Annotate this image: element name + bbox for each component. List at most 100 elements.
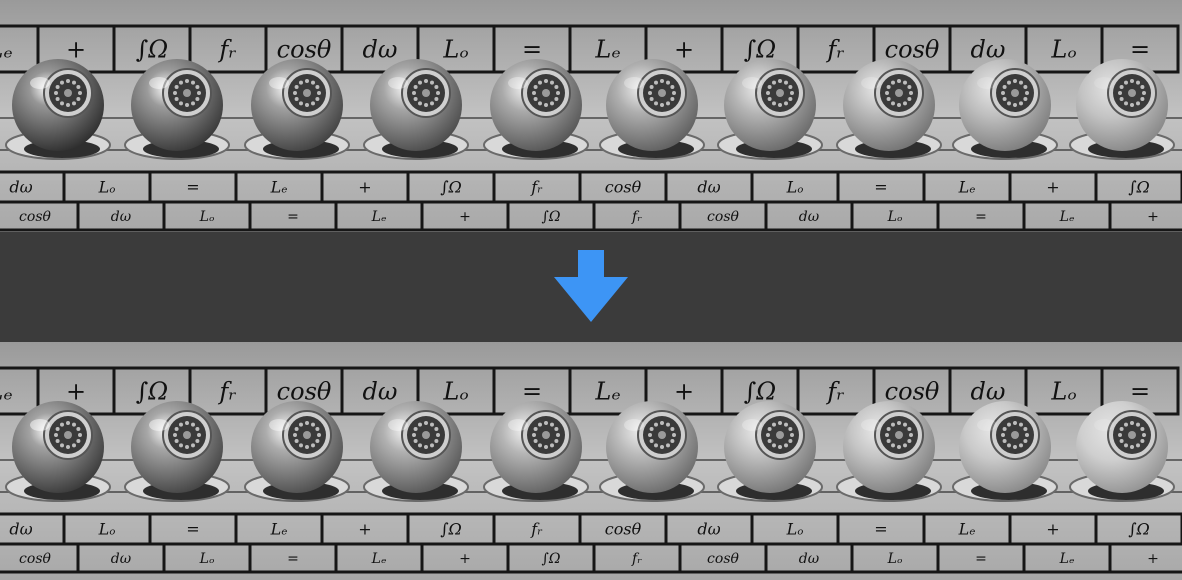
tile-symbol: fᵣ	[530, 520, 543, 539]
tile-symbol: dω	[971, 377, 1006, 405]
tile-symbol: =	[186, 178, 199, 197]
tile-symbol: Lₑ	[1059, 209, 1075, 225]
tile-symbol: Lₑ	[270, 520, 288, 539]
tile-symbol: cosθ	[707, 551, 739, 567]
tile-symbol: +	[1046, 178, 1059, 197]
tile-symbol: dω	[363, 35, 398, 63]
tile-symbol: Lₑ	[371, 551, 387, 567]
tile-symbol: +	[459, 551, 471, 567]
tile-symbol: Lₑ	[270, 178, 288, 197]
tile-symbol: ∫Ω	[744, 377, 776, 405]
tile-symbol: =	[522, 35, 542, 63]
tile-symbol: Lₒ	[442, 35, 468, 63]
tile-symbol: Lₒ	[442, 377, 468, 405]
tile-symbol: cosθ	[605, 520, 642, 539]
tile-symbol: =	[287, 209, 299, 225]
tile-symbol: dω	[799, 551, 820, 567]
tile-symbol: Lₑ	[0, 377, 13, 405]
tile-symbol: Lₑ	[371, 209, 387, 225]
material-sphere	[952, 59, 1058, 160]
tile-symbol: dω	[363, 377, 398, 405]
tile-symbol: =	[287, 551, 299, 567]
tile-symbol: Lₒ	[786, 178, 804, 197]
tile-symbol: Lₑ	[594, 377, 620, 405]
tile-symbol: =	[874, 178, 887, 197]
tile-symbol: =	[186, 520, 199, 539]
tile-symbol: +	[1046, 520, 1059, 539]
tile-symbol: Lₒ	[199, 551, 215, 567]
material-sphere	[483, 401, 589, 502]
down-arrow-icon	[554, 250, 628, 322]
render-panel-before: Lₑ+∫ΩfᵣcosθdωLₒ=Lₑ+∫ΩfᵣcosθdωLₒ=dωLₒ=Lₑ+…	[0, 0, 1182, 232]
tile-symbol: +	[674, 377, 694, 405]
material-sphere	[952, 401, 1058, 502]
tile-symbol: Lₒ	[786, 520, 804, 539]
render-panel-after: Lₑ+∫ΩfᵣcosθdωLₒ=Lₑ+∫ΩfᵣcosθdωLₒ=dωLₒ=Lₑ+…	[0, 342, 1182, 580]
tile-symbol: +	[1147, 551, 1159, 567]
material-sphere	[836, 59, 942, 160]
tile-symbol: Lₒ	[887, 209, 903, 225]
tile-symbol: =	[1130, 35, 1150, 63]
tile-symbol: dω	[697, 178, 720, 197]
material-sphere	[5, 401, 111, 502]
material-spheres	[5, 401, 1175, 502]
equation-tile-grid: Lₑ+∫ΩfᵣcosθdωLₒ=Lₑ+∫ΩfᵣcosθdωLₒ=dωLₒ=Lₑ+…	[0, 366, 1182, 574]
separator-band	[0, 232, 1182, 342]
separator-svg	[554, 250, 628, 322]
tile-symbol: +	[459, 209, 471, 225]
material-spheres	[5, 59, 1175, 160]
material-sphere	[5, 59, 111, 160]
material-sphere	[717, 59, 823, 160]
tile-symbol: fᵣ	[825, 35, 844, 63]
material-sphere	[599, 59, 705, 160]
tile-symbol: fᵣ	[631, 551, 642, 567]
tile-symbol: cosθ	[707, 209, 739, 225]
tile-symbol: Lₑ	[1059, 551, 1075, 567]
tile-symbol: =	[874, 520, 887, 539]
tile-symbol: cosθ	[19, 551, 51, 567]
tile-symbol: =	[975, 209, 987, 225]
tile-symbol: +	[674, 35, 694, 63]
material-sphere	[1069, 401, 1175, 502]
tile-symbol: fᵣ	[631, 209, 642, 225]
tile-symbol: Lₒ	[887, 551, 903, 567]
tile-symbol: cosθ	[19, 209, 51, 225]
tile-symbol: Lₒ	[1050, 377, 1076, 405]
tile-symbol: +	[1147, 209, 1159, 225]
tile-symbol: Lₑ	[958, 520, 976, 539]
tile-symbol: cosθ	[277, 377, 332, 405]
tile-symbol: fᵣ	[530, 178, 543, 197]
tile-symbol: dω	[799, 209, 820, 225]
scene-svg: Lₑ+∫ΩfᵣcosθdωLₒ=Lₑ+∫ΩfᵣcosθdωLₒ=dωLₒ=Lₑ+…	[0, 0, 1182, 232]
tile-symbol: dω	[971, 35, 1006, 63]
tile-symbol: +	[358, 178, 371, 197]
tile-symbol: dω	[111, 209, 132, 225]
tile-cell	[1108, 200, 1182, 232]
tile-symbol: Lₒ	[98, 520, 116, 539]
equation-tile-grid: Lₑ+∫ΩfᵣcosθdωLₒ=Lₑ+∫ΩfᵣcosθdωLₒ=dωLₒ=Lₑ+…	[0, 24, 1182, 232]
tile-symbol: =	[522, 377, 542, 405]
tile-symbol: cosθ	[605, 178, 642, 197]
tile-symbol: dω	[697, 520, 720, 539]
tile-symbol: dω	[111, 551, 132, 567]
tile-symbol: ∫Ω	[744, 35, 776, 63]
material-sphere	[1069, 59, 1175, 160]
tile-cell	[1108, 542, 1182, 574]
tile-symbol: Lₒ	[1050, 35, 1076, 63]
tile-symbol: ∫Ω	[1128, 520, 1150, 539]
scene-svg: Lₑ+∫ΩfᵣcosθdωLₒ=Lₑ+∫ΩfᵣcosθdωLₒ=dωLₒ=Lₑ+…	[0, 342, 1182, 580]
tile-symbol: =	[975, 551, 987, 567]
tile-symbol: Lₑ	[594, 35, 620, 63]
tile-symbol: dω	[9, 178, 32, 197]
tile-symbol: fᵣ	[825, 377, 844, 405]
tile-symbol: +	[66, 35, 86, 63]
tile-symbol: Lₑ	[0, 35, 13, 63]
tile-symbol: ∫Ω	[440, 520, 462, 539]
tile-symbol: +	[66, 377, 86, 405]
material-sphere	[244, 401, 350, 502]
tile-symbol: fᵣ	[217, 35, 236, 63]
tile-symbol: ∫Ω	[542, 551, 561, 567]
material-sphere	[363, 59, 469, 160]
material-sphere	[599, 401, 705, 502]
tile-symbol: dω	[9, 520, 32, 539]
